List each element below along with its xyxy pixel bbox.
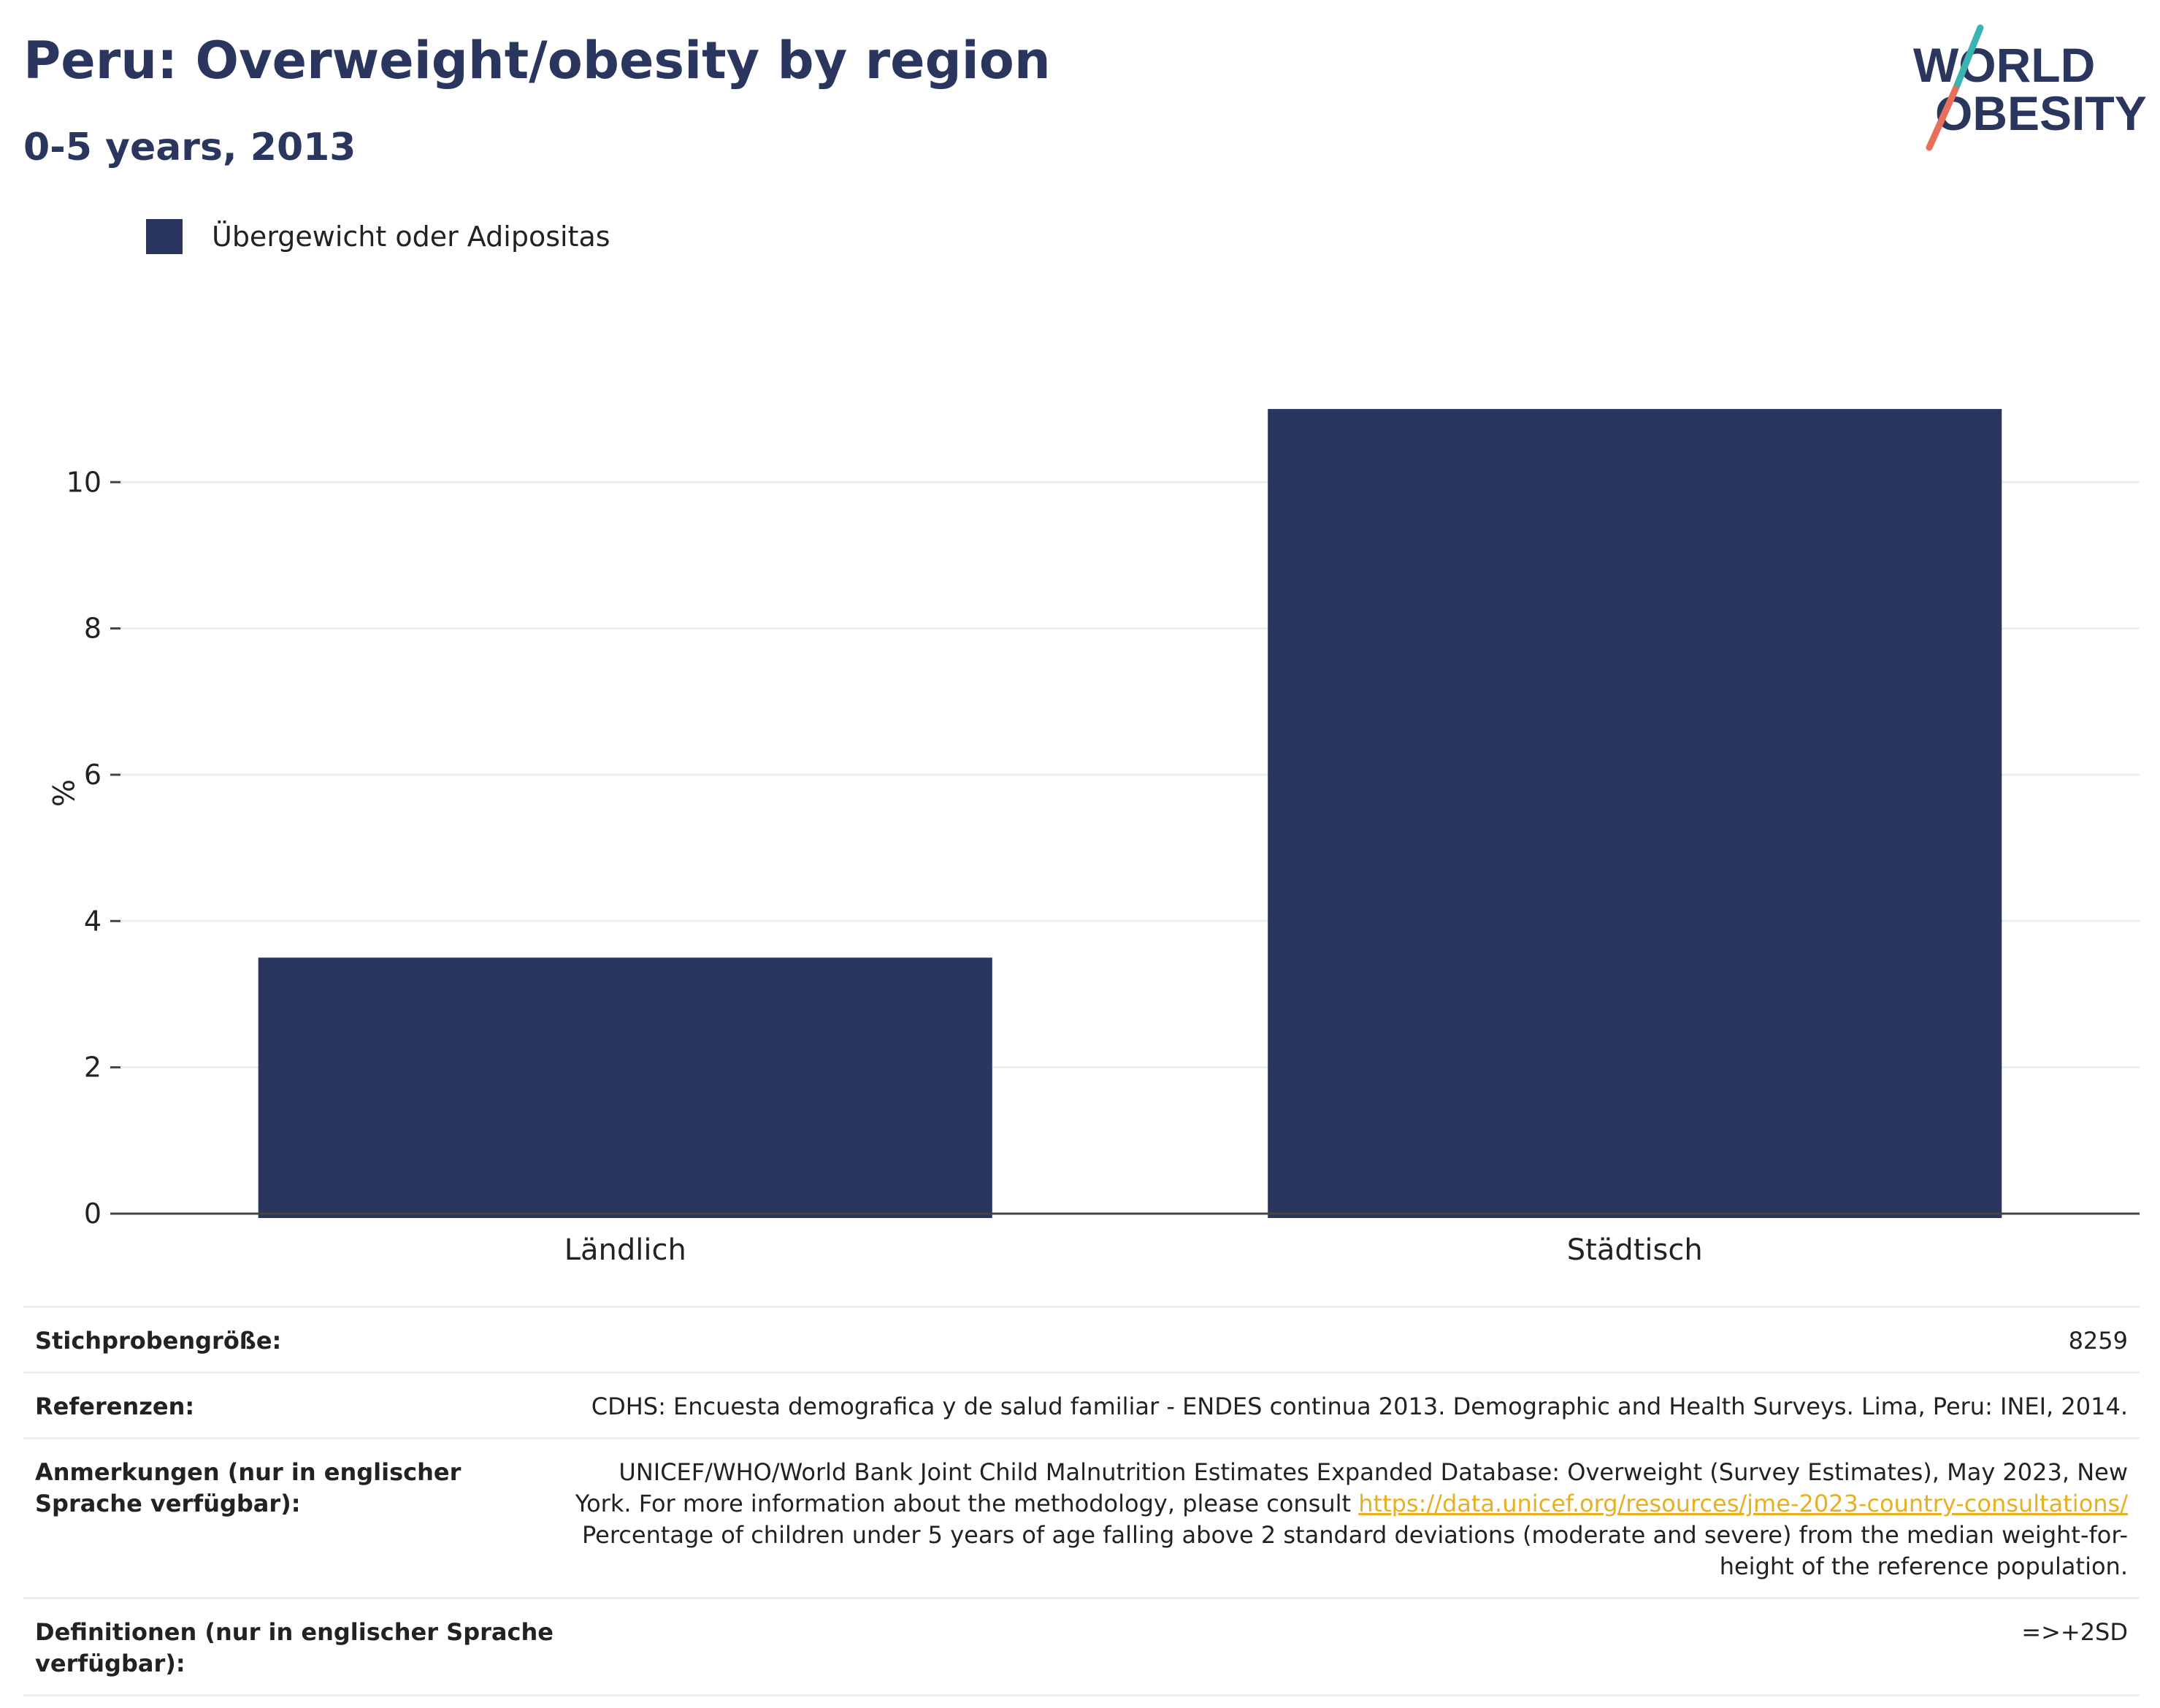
bar-chart: 0 2 4 6 8 10% Ländlich Städtisch	[45, 409, 2140, 1267]
meta-table: Stichprobengröße: 8259 Referenzen: CDHS:…	[23, 1306, 2140, 1696]
y-tick-label: 2	[84, 1052, 102, 1084]
y-axis-label: %	[45, 779, 79, 807]
meta-row-definitions: Definitionen (nur in englischer Sprache …	[23, 1597, 2140, 1696]
legend-swatch	[146, 219, 183, 254]
unicef-link[interactable]: https://data.unicef.org/resources/jme-20…	[1358, 1490, 2128, 1517]
meta-value: 8259	[2068, 1327, 2128, 1355]
meta-value: =>+2SD	[2021, 1618, 2128, 1646]
x-tick-label: Ländlich	[564, 1233, 686, 1267]
logo-line1: WORLD	[1913, 38, 2095, 92]
x-tick-label: Städtisch	[1567, 1233, 1703, 1267]
meta-value: CDHS: Encuesta demografica y de salud fa…	[591, 1393, 2128, 1420]
legend: Übergewicht oder Adipositas	[146, 218, 610, 256]
meta-row-sample-size: Stichprobengröße: 8259	[23, 1306, 2140, 1371]
page-title: Peru: Overweight/obesity by region	[23, 31, 1051, 91]
y-tick-label: 10	[66, 466, 102, 498]
meta-label: Definitionen (nur in englischer Sprache …	[35, 1618, 554, 1677]
world-obesity-logo: WORLD OBESITY	[1913, 24, 2147, 151]
bar	[1268, 409, 2002, 1219]
meta-label: Referenzen:	[35, 1393, 195, 1420]
meta-label: Stichprobengröße:	[35, 1327, 282, 1355]
y-tick-label: 8	[84, 613, 102, 645]
y-tick-label: 6	[84, 759, 102, 791]
meta-label: Anmerkungen (nur in englischer Sprache v…	[35, 1458, 462, 1517]
bar	[258, 957, 992, 1218]
notes-text-after: Percentage of children under 5 years of …	[582, 1521, 2128, 1580]
meta-value: UNICEF/WHO/World Bank Joint Child Malnut…	[572, 1457, 2128, 1582]
meta-row-references: Referenzen: CDHS: Encuesta demografica y…	[23, 1371, 2140, 1437]
y-tick-label: 4	[84, 905, 102, 937]
meta-row-notes: Anmerkungen (nur in englischer Sprache v…	[23, 1437, 2140, 1597]
y-tick-label: 0	[84, 1198, 102, 1230]
logo-line2: OBESITY	[1935, 86, 2147, 140]
notes-text-before: UNICEF/WHO/World Bank Joint Child Malnut…	[575, 1458, 2128, 1517]
legend-label: Übergewicht oder Adipositas	[212, 221, 610, 253]
page-subtitle: 0-5 years, 2013	[23, 126, 356, 169]
